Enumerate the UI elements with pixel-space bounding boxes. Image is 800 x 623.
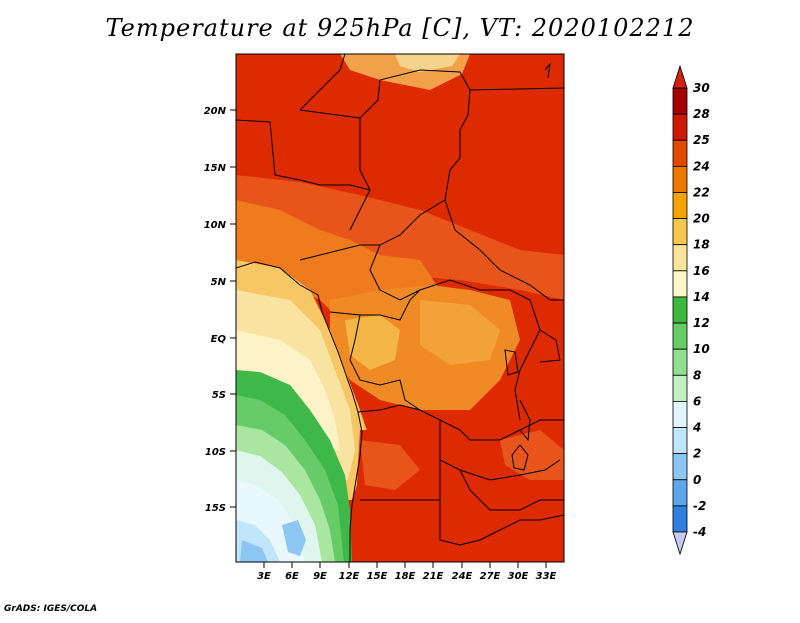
colorbar-segment: [672, 270, 688, 298]
colorbar-label: 10: [693, 342, 710, 356]
colorbar-label: 20: [693, 212, 710, 226]
colorbar-label: 30: [693, 81, 710, 95]
colorbar-segment: [672, 165, 688, 193]
country-borders: [236, 54, 564, 562]
lat-label-15s: 15S: [205, 503, 226, 514]
lon-label-15e: 15E: [367, 571, 388, 582]
colorbar-min-arrow: [672, 531, 688, 556]
colorbar-segment: [672, 453, 688, 481]
colorbar-segment: [672, 244, 688, 272]
temperature-field: [236, 54, 564, 562]
lat-ticks: [230, 109, 236, 508]
colorbar-segment: [672, 505, 688, 533]
lon-labels: 3E 6E 9E 12E 15E 18E 21E 24E 27E 30E 33E: [257, 571, 556, 582]
colorbar-segment: [672, 296, 688, 324]
lat-label-15n: 15N: [204, 163, 227, 174]
colorbar-label: 28: [693, 107, 710, 121]
colorbar-label: 6: [693, 394, 701, 408]
lon-ticks: [263, 562, 547, 568]
lon-label-6e: 6E: [285, 571, 299, 582]
colorbar-label: 12: [693, 316, 710, 330]
colorbar-label: 18: [693, 238, 710, 252]
colorbar-label: 8: [693, 368, 701, 382]
lat-label-20n: 20N: [204, 106, 227, 117]
colorbar-segment: [672, 192, 688, 219]
lat-label-5n: 5N: [211, 277, 227, 288]
lon-label-24e: 24E: [452, 571, 473, 582]
lon-label-27e: 27E: [480, 571, 501, 582]
colorbar-segment: [672, 113, 688, 141]
colorbar-label: 24: [693, 159, 710, 173]
lat-labels: 20N 15N 10N 5N EQ 5S 10S 15S: [204, 106, 227, 514]
colorbar-max-arrow: [672, 64, 688, 89]
colorbar-segment: [672, 322, 688, 350]
lat-label-10n: 10N: [204, 220, 227, 231]
colorbar-label: -2: [693, 499, 706, 513]
lon-label-30e: 30E: [508, 571, 529, 582]
colorbar-label: 4: [692, 421, 701, 435]
lon-label-12e: 12E: [339, 571, 360, 582]
lon-label-9e: 9E: [313, 571, 327, 582]
colorbar-segment: [672, 374, 688, 402]
colorbar-label: 22: [693, 185, 710, 199]
lon-label-33e: 33E: [536, 571, 557, 582]
colorbar-segment: [672, 139, 688, 167]
lon-label-21e: 21E: [423, 571, 444, 582]
colorbar-segment: [672, 348, 688, 376]
lon-label-18e: 18E: [395, 571, 416, 582]
lon-label-3e: 3E: [257, 571, 271, 582]
map-frame: [235, 53, 565, 563]
lat-label-5s: 5S: [212, 390, 226, 401]
colorbar-label: 0: [693, 473, 701, 487]
colorbar-segment: [672, 87, 688, 115]
colorbar-label: 14: [693, 290, 710, 304]
colorbar-segment: [672, 479, 688, 507]
chart-title: Temperature at 925hPa [C], VT: 202010221…: [105, 14, 695, 42]
colorbar-label: 2: [693, 447, 701, 461]
grads-credit: GrADS: IGES/COLA: [4, 604, 98, 614]
lat-label-eq: EQ: [211, 334, 227, 345]
colorbar-segment: [672, 427, 688, 455]
colorbar-label: 16: [693, 264, 710, 278]
colorbar-segment: [672, 401, 688, 428]
colorbar-label: -4: [693, 525, 706, 539]
colorbar-label: 25: [693, 133, 710, 147]
colorbar-segment: [672, 218, 688, 246]
lat-label-10s: 10S: [205, 447, 226, 458]
